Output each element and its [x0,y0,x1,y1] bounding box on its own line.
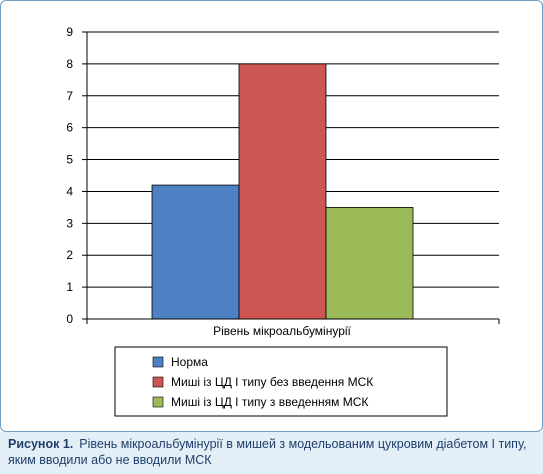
y-tick-label: 3 [66,216,73,230]
caption-text: Рівень мікроальбумінурії в мишей з модел… [8,437,527,467]
legend: Норма Миші із ЦД І типу без введення МСК М… [114,346,448,417]
figure-caption: Рисунок 1. Рівень мікроальбумінурії в миш… [8,436,536,468]
legend-label-3: Миші із ЦД І типу з введенням МСК [171,395,368,409]
bars [151,63,414,320]
bar-3 [325,206,414,320]
legend-label-1: Норма [171,355,208,369]
figure-frame: 0 1 2 3 4 5 6 7 8 9 Рівень мікроальбумінурії Норм… [0,0,543,432]
legend-swatch-2 [152,376,164,388]
legend-swatch-3 [152,396,164,408]
y-tick-label: 9 [66,25,73,39]
y-tick-label: 0 [66,312,73,326]
legend-swatch-1 [152,356,164,368]
y-tick-label: 8 [66,57,73,71]
axes [82,31,500,324]
y-tick-label: 2 [66,248,73,262]
y-tick-label: 5 [66,153,73,167]
y-tick-label: 4 [66,184,73,198]
bar-chart: 0 1 2 3 4 5 6 7 8 9 Рівень мікроальбумінурії Норм… [66,25,500,417]
bar-1 [151,184,240,320]
x-category-labels: Рівень мікроальбумінурії [213,324,351,338]
y-tick-label: 7 [66,89,73,103]
bar-2 [238,63,327,320]
y-tick-label: 1 [66,280,73,294]
legend-box [114,346,448,417]
caption-band [0,432,543,474]
y-tick-labels: 0 1 2 3 4 5 6 7 8 9 [66,25,73,326]
legend-label-2: Миші із ЦД І типу без введення МСК [171,375,373,389]
y-tick-label: 6 [66,121,73,135]
caption-label: Рисунок 1. [8,437,74,451]
x-category-label: Рівень мікроальбумінурії [213,324,351,338]
